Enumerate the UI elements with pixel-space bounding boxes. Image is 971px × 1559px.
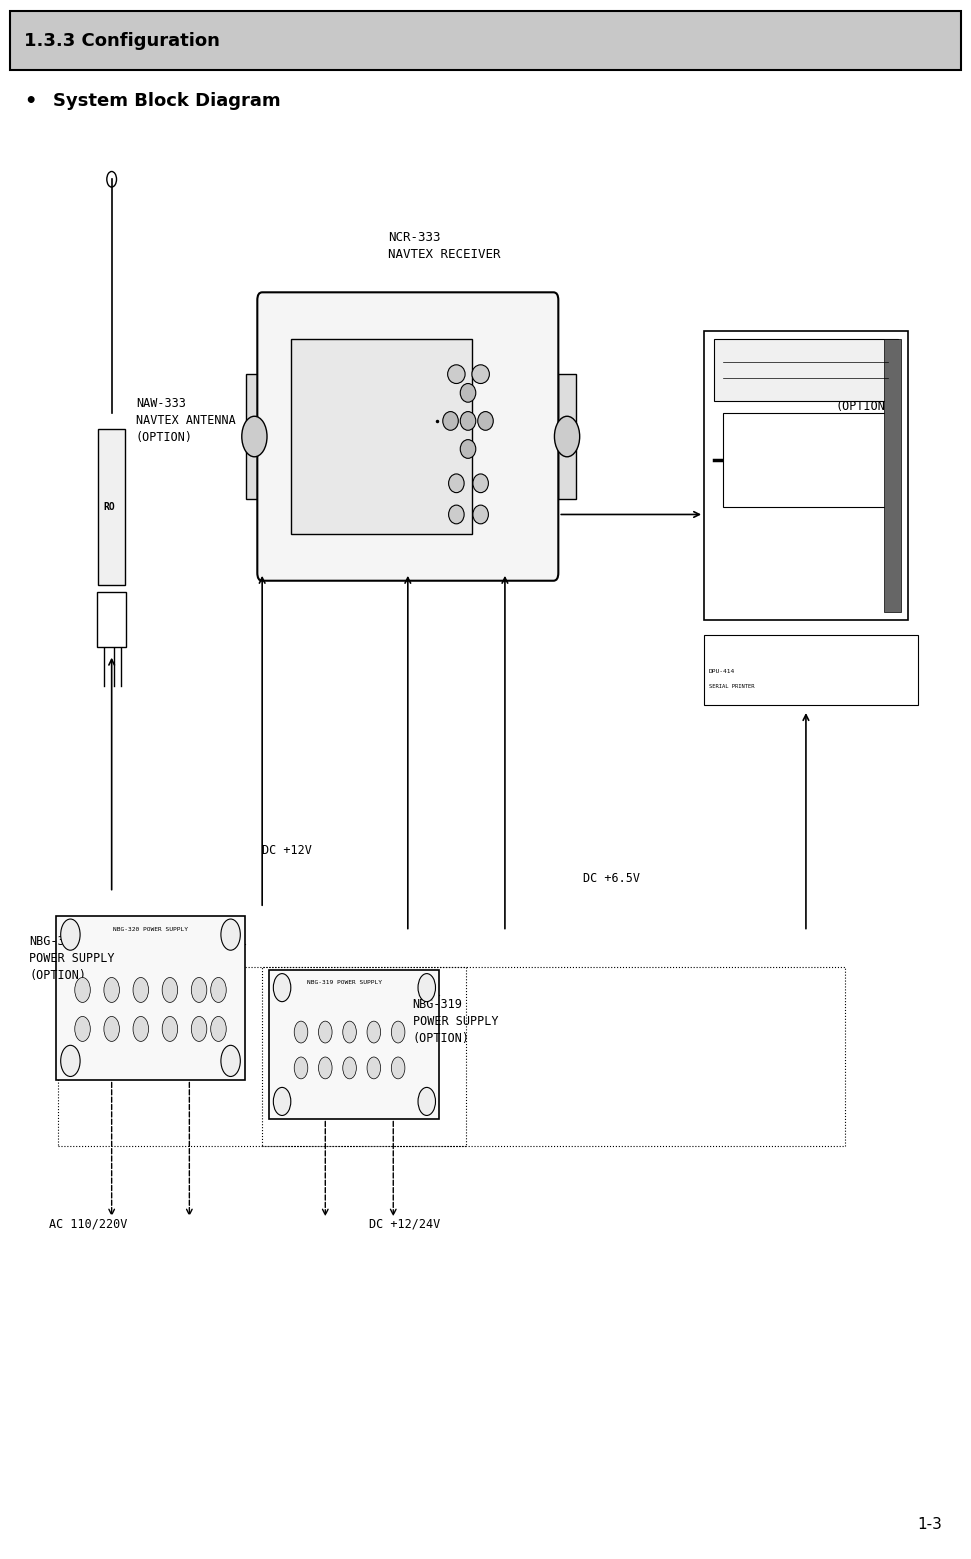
Circle shape bbox=[133, 1016, 149, 1041]
Text: NAW-333
NAVTEX ANTENNA
(OPTION): NAW-333 NAVTEX ANTENNA (OPTION) bbox=[136, 398, 236, 444]
Text: DC +6.5V: DC +6.5V bbox=[583, 871, 640, 886]
Ellipse shape bbox=[460, 384, 476, 402]
FancyBboxPatch shape bbox=[257, 293, 558, 582]
Circle shape bbox=[191, 1016, 207, 1041]
Bar bbox=[58, 967, 466, 1146]
Bar bbox=[262, 967, 845, 1146]
Circle shape bbox=[367, 1057, 381, 1079]
Text: NBG-320
POWER SUPPLY
(OPTION): NBG-320 POWER SUPPLY (OPTION) bbox=[29, 935, 115, 982]
Text: NBG-320 POWER SUPPLY: NBG-320 POWER SUPPLY bbox=[113, 928, 188, 932]
Text: DPU-414: DPU-414 bbox=[709, 669, 735, 673]
Ellipse shape bbox=[472, 365, 489, 384]
Circle shape bbox=[274, 1088, 291, 1116]
Ellipse shape bbox=[460, 412, 476, 430]
Circle shape bbox=[221, 1045, 241, 1076]
Circle shape bbox=[211, 977, 226, 1002]
Ellipse shape bbox=[478, 412, 493, 430]
Ellipse shape bbox=[448, 365, 465, 384]
Circle shape bbox=[294, 1021, 308, 1043]
Bar bbox=[291, 340, 472, 533]
Bar bbox=[558, 374, 576, 499]
Circle shape bbox=[419, 1088, 435, 1116]
Circle shape bbox=[391, 1057, 405, 1079]
Circle shape bbox=[343, 1057, 356, 1079]
Text: CE: CE bbox=[428, 981, 435, 985]
Circle shape bbox=[211, 1016, 226, 1041]
Bar bbox=[98, 429, 125, 585]
Circle shape bbox=[318, 1021, 332, 1043]
Text: •: • bbox=[24, 92, 37, 111]
Text: AC 110/220V: AC 110/220V bbox=[49, 1218, 127, 1230]
Circle shape bbox=[318, 1057, 332, 1079]
Ellipse shape bbox=[443, 412, 458, 430]
Circle shape bbox=[191, 977, 207, 1002]
Text: NBG-319
POWER SUPPLY
(OPTION): NBG-319 POWER SUPPLY (OPTION) bbox=[413, 998, 498, 1045]
Text: DC +12/24V: DC +12/24V bbox=[369, 1218, 440, 1230]
Circle shape bbox=[367, 1021, 381, 1043]
Circle shape bbox=[419, 973, 435, 1001]
Ellipse shape bbox=[473, 505, 488, 524]
Ellipse shape bbox=[449, 505, 464, 524]
Bar bbox=[704, 332, 908, 620]
Bar bbox=[97, 592, 126, 647]
Text: NCR-333
NAVTEX RECEIVER: NCR-333 NAVTEX RECEIVER bbox=[388, 231, 501, 260]
Circle shape bbox=[554, 416, 580, 457]
Bar bbox=[723, 413, 888, 507]
Text: System Block Diagram: System Block Diagram bbox=[53, 92, 281, 111]
Text: RO: RO bbox=[103, 502, 115, 511]
Text: 1-3: 1-3 bbox=[917, 1517, 942, 1532]
Circle shape bbox=[391, 1021, 405, 1043]
Circle shape bbox=[75, 977, 90, 1002]
Circle shape bbox=[162, 1016, 178, 1041]
Ellipse shape bbox=[460, 440, 476, 458]
Ellipse shape bbox=[449, 474, 464, 493]
Text: SERIAL PRINTER: SERIAL PRINTER bbox=[709, 684, 754, 689]
Circle shape bbox=[274, 973, 291, 1001]
Circle shape bbox=[221, 920, 241, 951]
Bar bbox=[10, 11, 961, 70]
Bar bbox=[704, 636, 918, 706]
Text: DPU-414
PRINTER
(OPTION): DPU-414 PRINTER (OPTION) bbox=[835, 366, 892, 413]
Text: 1.3.3 Configuration: 1.3.3 Configuration bbox=[24, 31, 220, 50]
Circle shape bbox=[104, 1016, 119, 1041]
Bar bbox=[246, 374, 263, 499]
Circle shape bbox=[104, 977, 119, 1002]
Circle shape bbox=[162, 977, 178, 1002]
Ellipse shape bbox=[473, 474, 488, 493]
Bar bbox=[714, 340, 898, 402]
Circle shape bbox=[343, 1021, 356, 1043]
Bar bbox=[884, 340, 901, 613]
Text: NBG-319 POWER SUPPLY: NBG-319 POWER SUPPLY bbox=[307, 981, 383, 985]
Bar bbox=[269, 970, 439, 1119]
Text: DC +12V: DC +12V bbox=[262, 843, 312, 857]
Circle shape bbox=[60, 920, 81, 951]
Bar bbox=[56, 917, 246, 1079]
Circle shape bbox=[133, 977, 149, 1002]
Text: CE: CE bbox=[229, 928, 236, 932]
Circle shape bbox=[294, 1057, 308, 1079]
Circle shape bbox=[75, 1016, 90, 1041]
Circle shape bbox=[242, 416, 267, 457]
Circle shape bbox=[60, 1045, 81, 1076]
